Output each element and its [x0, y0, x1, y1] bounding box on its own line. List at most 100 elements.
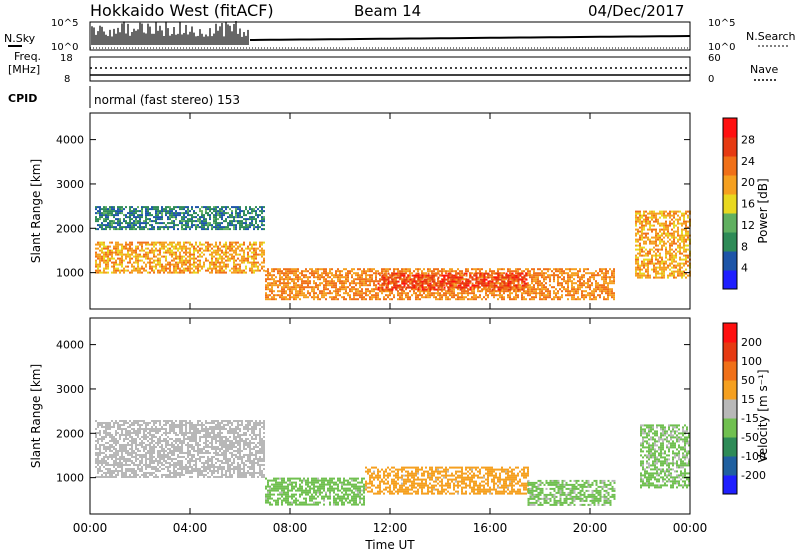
power-cell — [311, 290, 313, 293]
power-cell — [187, 214, 189, 217]
power-cell — [649, 210, 651, 213]
power-cell — [371, 278, 373, 281]
power-cell — [157, 257, 159, 260]
power-cell — [421, 288, 424, 291]
power-cell — [559, 288, 561, 291]
velocity-cell — [99, 430, 101, 432]
power-cell — [273, 282, 275, 285]
power-cell — [313, 286, 315, 289]
power-cell — [587, 284, 589, 287]
power-cell — [347, 292, 349, 295]
power-cell — [609, 278, 611, 281]
power-cell — [101, 247, 103, 250]
power-cell — [129, 245, 131, 248]
velocity-cell — [121, 432, 123, 434]
power-cell — [137, 261, 139, 264]
velocity-cell — [103, 452, 105, 454]
power-cell — [113, 228, 115, 231]
power-cell — [365, 272, 367, 275]
power-cell — [109, 222, 111, 225]
power-cell — [685, 254, 687, 257]
power-cell — [603, 296, 605, 299]
velocity-cell — [115, 468, 117, 470]
power-cell — [539, 294, 541, 297]
power-cell — [499, 274, 501, 277]
power-cell — [233, 206, 235, 209]
power-cell — [393, 284, 396, 287]
power-cell — [453, 278, 456, 281]
power-cell — [487, 286, 490, 289]
power-cell — [215, 216, 217, 219]
power-cell — [517, 286, 519, 289]
power-cell — [663, 266, 665, 269]
power-cell — [567, 288, 569, 291]
power-cell — [557, 274, 559, 277]
power-cell — [213, 220, 215, 223]
power-cell — [493, 272, 496, 275]
power-cell — [237, 214, 239, 217]
power-cell — [635, 274, 637, 277]
power-cell — [603, 280, 605, 283]
power-cell — [115, 228, 117, 231]
power-cell — [229, 222, 231, 225]
velocity-cell — [125, 438, 127, 440]
power-cell — [641, 234, 643, 237]
power-cell — [597, 288, 599, 291]
power-cell — [131, 206, 133, 209]
power-cell — [283, 298, 285, 301]
power-cell — [643, 258, 645, 261]
power-cell — [275, 298, 277, 301]
power-cell — [125, 247, 127, 250]
power-cell — [207, 247, 209, 250]
power-cell — [251, 263, 253, 266]
velocity-cell — [123, 434, 125, 436]
power-cell — [403, 290, 405, 293]
power-cell — [197, 259, 199, 262]
power-cell — [421, 278, 423, 281]
power-cell — [641, 264, 643, 267]
power-cell — [201, 214, 203, 217]
power-cell — [293, 268, 295, 271]
power-cell — [429, 292, 431, 295]
power-cell — [109, 257, 111, 260]
power-cell — [99, 255, 101, 258]
power-cell — [667, 230, 669, 233]
power-cell — [403, 282, 406, 285]
power-cell — [261, 267, 263, 270]
power-cell — [215, 261, 217, 264]
power-cell — [453, 292, 455, 295]
power-cell — [251, 212, 253, 215]
velocity-cell — [131, 450, 133, 452]
power-cell — [523, 278, 525, 281]
power-cell — [477, 286, 480, 289]
power-cell — [175, 243, 177, 246]
power-cell — [573, 286, 575, 289]
power-cell — [389, 288, 392, 291]
velocity-cell — [111, 426, 113, 428]
power-cell — [173, 206, 175, 209]
power-cell — [667, 232, 669, 235]
power-cell — [653, 266, 655, 269]
power-cell — [685, 228, 687, 231]
power-cell — [99, 263, 101, 266]
power-cell — [239, 265, 241, 268]
velocity-cell — [121, 450, 123, 452]
power-cell — [181, 212, 183, 215]
power-cell — [189, 263, 191, 266]
power-cell — [477, 276, 480, 279]
power-cell — [569, 290, 571, 293]
power-cell — [341, 280, 343, 283]
power-cell — [147, 212, 149, 215]
power-cell — [509, 280, 512, 283]
power-cell — [639, 216, 641, 219]
power-cell — [465, 280, 468, 283]
power-cell — [133, 210, 135, 213]
power-cell — [129, 255, 131, 258]
power-cell — [543, 280, 545, 283]
power-cell — [531, 290, 533, 293]
power-cell — [659, 222, 661, 225]
power-cell — [187, 224, 189, 227]
power-cell — [427, 268, 429, 271]
power-cell — [403, 292, 405, 295]
